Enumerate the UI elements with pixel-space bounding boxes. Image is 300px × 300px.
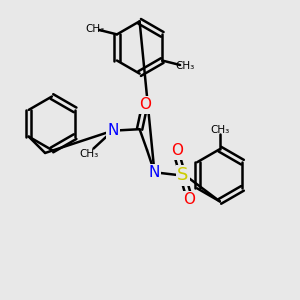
Text: O: O bbox=[140, 97, 152, 112]
Text: N: N bbox=[107, 123, 118, 138]
Text: S: S bbox=[177, 166, 188, 184]
Text: O: O bbox=[171, 143, 183, 158]
Text: CH₃: CH₃ bbox=[210, 125, 230, 135]
Text: CH₃: CH₃ bbox=[85, 24, 104, 34]
Text: N: N bbox=[149, 165, 160, 180]
Text: CH₃: CH₃ bbox=[176, 61, 195, 71]
Text: O: O bbox=[183, 192, 195, 207]
Text: CH₃: CH₃ bbox=[80, 149, 99, 159]
